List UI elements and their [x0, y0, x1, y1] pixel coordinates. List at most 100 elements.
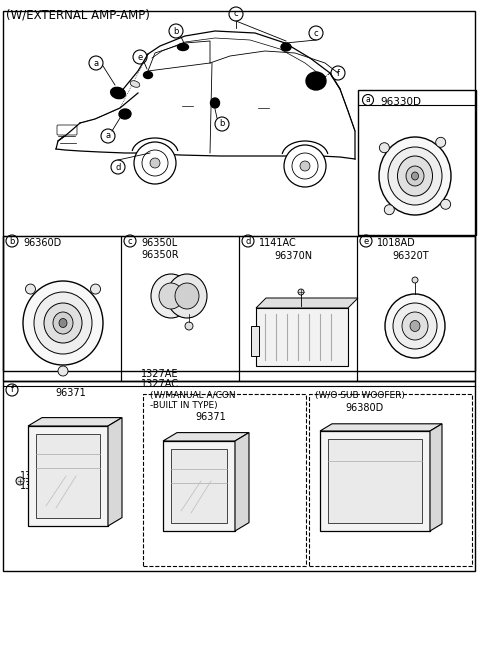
Ellipse shape	[151, 274, 191, 318]
Ellipse shape	[119, 109, 131, 119]
Ellipse shape	[34, 292, 92, 354]
Text: e: e	[363, 236, 369, 246]
Text: e: e	[137, 52, 143, 62]
Bar	[121, 236, 239, 381]
Text: 96320T: 96320T	[392, 251, 429, 261]
Circle shape	[441, 199, 451, 209]
Polygon shape	[163, 433, 249, 441]
Bar	[357, 236, 475, 381]
Circle shape	[436, 138, 446, 148]
Circle shape	[284, 145, 326, 187]
Bar	[3, 236, 475, 381]
Text: 1327AC: 1327AC	[20, 481, 58, 491]
Circle shape	[25, 284, 36, 294]
Bar	[28, 426, 108, 526]
Bar	[320, 431, 430, 531]
Ellipse shape	[410, 321, 420, 331]
Polygon shape	[235, 433, 249, 531]
Ellipse shape	[159, 283, 183, 309]
Circle shape	[300, 161, 310, 171]
Ellipse shape	[175, 283, 199, 309]
Bar	[36, 434, 100, 518]
Text: d: d	[115, 162, 120, 172]
Text: (W/EXTERNAL AMP-AMP): (W/EXTERNAL AMP-AMP)	[6, 8, 150, 21]
Text: 1018AD: 1018AD	[377, 238, 416, 248]
Bar	[143, 394, 306, 566]
Polygon shape	[430, 424, 442, 531]
Circle shape	[150, 158, 160, 168]
Text: 1327AC: 1327AC	[141, 379, 179, 389]
Ellipse shape	[44, 303, 82, 343]
Bar	[328, 439, 422, 523]
Bar	[163, 441, 235, 531]
Ellipse shape	[393, 303, 437, 349]
Text: 1327AE: 1327AE	[141, 369, 179, 379]
Text: (W/MANUAL A/CON: (W/MANUAL A/CON	[150, 391, 236, 400]
Circle shape	[58, 366, 68, 376]
Circle shape	[134, 142, 176, 184]
Text: a: a	[366, 95, 371, 105]
Text: 1141AC: 1141AC	[259, 238, 297, 248]
Text: c: c	[234, 9, 238, 19]
Text: 96371: 96371	[195, 412, 226, 422]
Circle shape	[412, 277, 418, 283]
Bar	[251, 326, 259, 356]
Bar	[256, 308, 348, 366]
Ellipse shape	[53, 312, 73, 334]
Ellipse shape	[23, 281, 103, 365]
Text: a: a	[94, 58, 98, 68]
Ellipse shape	[59, 319, 67, 327]
Polygon shape	[28, 417, 122, 426]
Ellipse shape	[144, 72, 153, 79]
Bar	[3, 11, 475, 371]
Text: 96350R: 96350R	[141, 250, 179, 260]
Text: b: b	[9, 236, 15, 246]
Text: b: b	[219, 119, 225, 129]
Ellipse shape	[178, 44, 189, 50]
Text: f: f	[11, 386, 13, 395]
Circle shape	[91, 284, 100, 294]
Polygon shape	[256, 298, 358, 308]
Ellipse shape	[110, 87, 125, 99]
Ellipse shape	[306, 72, 326, 90]
Text: d: d	[245, 236, 251, 246]
Text: (W/O SUB WOOFER): (W/O SUB WOOFER)	[315, 391, 405, 400]
Text: c: c	[314, 28, 318, 38]
Bar	[3, 381, 475, 571]
Circle shape	[185, 322, 193, 330]
Text: 96330D: 96330D	[380, 97, 421, 107]
Ellipse shape	[385, 294, 445, 358]
Text: b: b	[173, 26, 179, 36]
Ellipse shape	[281, 43, 291, 51]
Text: -BUILT IN TYPE): -BUILT IN TYPE)	[150, 401, 217, 410]
Polygon shape	[320, 424, 442, 431]
Ellipse shape	[211, 98, 219, 108]
Text: 96371: 96371	[55, 388, 86, 398]
Ellipse shape	[379, 137, 451, 215]
Ellipse shape	[402, 312, 428, 340]
Bar	[3, 236, 121, 381]
Ellipse shape	[130, 81, 140, 87]
Circle shape	[379, 143, 389, 153]
Bar	[239, 236, 357, 381]
Text: 1327AE: 1327AE	[20, 471, 58, 481]
Ellipse shape	[167, 274, 207, 318]
Ellipse shape	[411, 172, 419, 180]
Ellipse shape	[406, 166, 424, 186]
Text: 96360D: 96360D	[23, 238, 61, 248]
Circle shape	[384, 205, 394, 215]
Text: c: c	[128, 236, 132, 246]
Ellipse shape	[388, 147, 442, 205]
Text: 96370N: 96370N	[274, 251, 312, 261]
Text: 96380D: 96380D	[345, 403, 383, 413]
Text: f: f	[336, 68, 339, 77]
Bar	[171, 449, 227, 523]
Text: a: a	[106, 132, 110, 140]
Circle shape	[298, 289, 304, 295]
Bar	[358, 90, 476, 235]
Bar	[309, 394, 472, 566]
Text: 96350L: 96350L	[141, 238, 177, 248]
Circle shape	[16, 477, 24, 485]
Polygon shape	[108, 417, 122, 526]
Ellipse shape	[397, 156, 432, 196]
